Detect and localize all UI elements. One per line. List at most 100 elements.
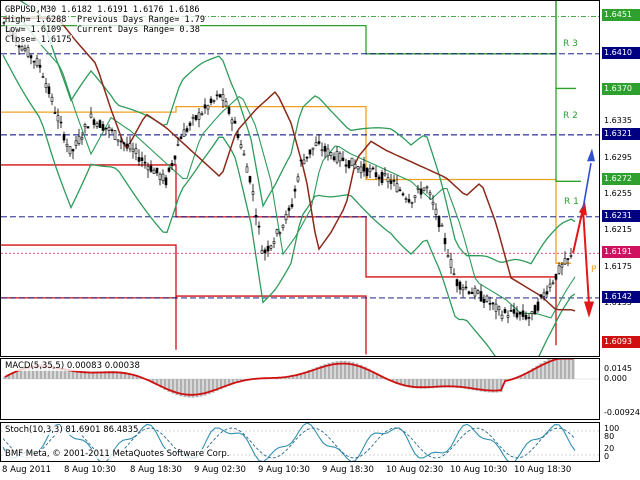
- candle-body: [428, 192, 432, 195]
- candle-body: [206, 105, 210, 110]
- macd-canvas[interactable]: [1, 359, 600, 420]
- time-axis: 8 Aug 2011 8 Aug 10:30 8 Aug 18:30 9 Aug…: [0, 464, 600, 480]
- candle-body: [284, 213, 288, 221]
- macd-histogram-bar: [555, 359, 559, 379]
- macd-histogram-bar: [499, 379, 503, 393]
- candle-body: [410, 202, 414, 204]
- macd-histogram-bar: [179, 379, 183, 397]
- price-level-tag: 1.6231: [602, 209, 640, 222]
- macd-histogram-bar: [27, 365, 31, 379]
- candle-body: [461, 287, 465, 291]
- candle-body: [491, 302, 495, 305]
- macd-histogram-bar: [199, 379, 203, 397]
- candle-body: [500, 314, 504, 319]
- candle-body: [401, 193, 405, 196]
- bollinger-lower: [2, 54, 576, 356]
- macd-histogram-bar: [475, 379, 479, 391]
- candle-body: [92, 119, 96, 125]
- candle-body: [80, 137, 84, 140]
- candle-body: [296, 176, 300, 182]
- candle-body: [437, 215, 441, 228]
- macd-tick: 0.0145: [604, 364, 632, 373]
- candle-body: [269, 245, 273, 249]
- stochastic-panel[interactable]: Stoch(10,3,3) 81.6901 86.4835 BMF Meta, …: [0, 422, 600, 462]
- candle-body: [527, 317, 531, 319]
- macd-histogram-bar: [355, 363, 359, 379]
- macd-histogram-bar: [303, 371, 307, 379]
- candle-body: [170, 162, 174, 167]
- macd-histogram-bar: [119, 371, 123, 379]
- candle-body: [293, 188, 297, 192]
- candle-body: [545, 291, 549, 295]
- candle-body: [41, 76, 45, 78]
- macd-histogram-bar: [219, 379, 223, 390]
- candle-body: [281, 224, 285, 228]
- candle-body: [536, 301, 540, 311]
- candle-body: [203, 104, 207, 109]
- candle-body: [413, 195, 417, 199]
- candle-body: [263, 249, 267, 254]
- bollinger-middle: [3, 21, 576, 319]
- candle-body: [515, 312, 519, 318]
- macd-histogram-bar: [431, 379, 435, 389]
- candle-body: [200, 113, 204, 116]
- macd-histogram-bar: [71, 369, 75, 379]
- candle-body: [467, 291, 471, 294]
- macd-histogram-bar: [471, 379, 475, 391]
- candle-body: [290, 204, 294, 208]
- macd-histogram-bar: [191, 379, 195, 398]
- symbol-info: GBPUSD,M30 1.6182 1.6191 1.6176 1.6186: [5, 5, 200, 15]
- macd-histogram-bar: [439, 379, 443, 388]
- price-chart-panel[interactable]: GBPUSD,M30 1.6182 1.6191 1.6176 1.6186 H…: [0, 0, 600, 357]
- macd-panel[interactable]: MACD(5,35,5) 0.00083 0.00038: [0, 358, 600, 420]
- candle-body: [521, 310, 525, 317]
- macd-histogram-bar: [63, 367, 67, 379]
- macd-histogram-bar: [67, 368, 71, 379]
- macd-histogram-bar: [175, 379, 179, 396]
- candle-body: [404, 198, 408, 200]
- candle-body: [23, 48, 27, 51]
- macd-histogram-bar: [427, 379, 431, 389]
- pivot-r2-label: R 2: [563, 111, 578, 121]
- macd-histogram-bar: [535, 365, 539, 379]
- macd-histogram-bar: [127, 372, 131, 379]
- price-axis: 1.63351.62951.62551.62151.61751.61351.64…: [600, 0, 640, 357]
- candle-body: [350, 157, 354, 167]
- high-info: High= 1.6288: [5, 15, 67, 25]
- macd-histogram-bar: [391, 379, 395, 383]
- candle-body: [392, 180, 396, 182]
- candle-body: [110, 129, 114, 132]
- candle-body: [158, 173, 162, 180]
- candle-body: [509, 310, 513, 312]
- candle-body: [68, 145, 72, 155]
- candle-body: [368, 168, 372, 173]
- candle-body: [209, 98, 213, 104]
- candle-body: [518, 312, 522, 315]
- macd-histogram-bar: [7, 374, 11, 379]
- time-label: 8 Aug 18:30: [130, 465, 182, 475]
- macd-histogram-bar: [123, 372, 127, 379]
- candle-body: [542, 292, 546, 297]
- candle-body: [446, 255, 450, 258]
- candle-body: [512, 309, 516, 314]
- candle-body: [176, 144, 180, 146]
- candle-body: [26, 47, 30, 57]
- candle-body: [311, 147, 315, 150]
- price-chart-canvas[interactable]: [1, 1, 600, 357]
- candle-body: [251, 191, 255, 195]
- candle-body: [122, 142, 126, 145]
- macd-histogram-bar: [227, 379, 231, 386]
- candle-body: [440, 224, 444, 227]
- time-label: 9 Aug 10:30: [258, 465, 310, 475]
- macd-histogram-bar: [43, 364, 47, 379]
- macd-histogram-bar: [443, 379, 447, 388]
- candle-body: [464, 286, 468, 289]
- candle-body: [431, 201, 435, 205]
- macd-histogram-bar: [39, 364, 43, 379]
- pivot-p-label: P: [591, 265, 597, 275]
- macd-histogram-bar: [315, 367, 319, 379]
- candle-body: [395, 183, 399, 193]
- candle-body: [422, 187, 426, 191]
- candle-body: [167, 167, 171, 172]
- macd-histogram-bar: [359, 364, 363, 379]
